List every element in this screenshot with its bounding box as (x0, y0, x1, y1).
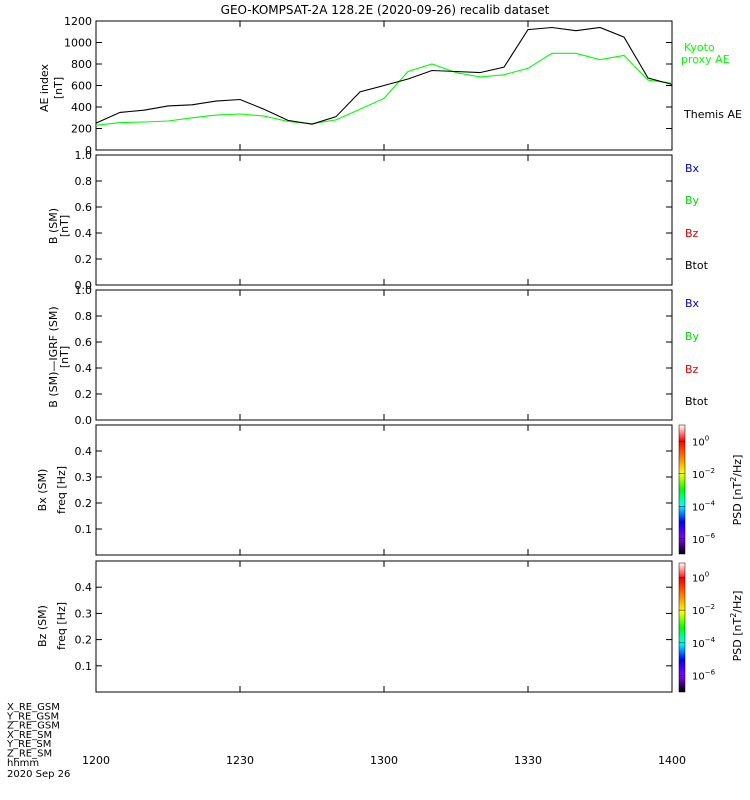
b-igrf-y-ticks: 0.0 0.2 0.4 0.6 0.8 1.0 (75, 284, 672, 427)
bz-plot-frame (95, 560, 673, 693)
y-tick-label: 1200 (64, 15, 92, 28)
y-tick-label: 0.0 (75, 414, 93, 427)
x-row-label: Z_RE_SM (7, 749, 52, 760)
legend-kyoto-line2: proxy AE (681, 53, 730, 66)
legend-b-bz: Bz (685, 227, 699, 240)
x-row-label: Y_RE_GSM (6, 711, 59, 722)
bz-y-label: Bz (SM) (36, 605, 49, 647)
bx-y-label: Bx (SM) (36, 469, 49, 512)
y-tick-label: 0.4 (75, 445, 93, 458)
bz-spectrogram-panel: 0.10.20.30.4 Bz (SM) freq [Hz] 10010−210… (36, 560, 744, 693)
x-date-label: 2020 Sep 26 (7, 769, 70, 780)
b-igrf-plot-frame (95, 289, 673, 421)
b-y-label: B (SM) (47, 208, 60, 244)
bz-colorbar (678, 562, 686, 693)
legend-b-btot: Btot (685, 259, 709, 272)
colorbar-tick-label: 10−4 (692, 499, 716, 513)
x-extra-row-labels: X_RE_GSMY_RE_GSMZ_RE_GSMX_RE_SMY_RE_SMZ_… (6, 702, 60, 760)
x-row-label: Z_RE_GSM (7, 721, 60, 732)
y-tick-label: 0.4 (75, 362, 93, 375)
bx-y-ticks: 0.1 0.2 0.3 0.4 (75, 445, 672, 536)
bx-colorbar-label: PSD [nT2/Hz] (729, 455, 744, 526)
x-tick-label: 1400 (658, 754, 686, 767)
legend-themis: Themis AE (683, 108, 742, 121)
y-tick-label: 0 (85, 144, 92, 157)
y-tick-label: 600 (71, 80, 92, 93)
colorbar-tick-label: 10−2 (692, 603, 715, 617)
figure-title: GEO-KOMPSAT-2A 128.2E (2020-09-26) recal… (221, 3, 550, 17)
y-tick-label: 0.1 (75, 523, 93, 536)
y-tick-label: 0.6 (75, 336, 93, 349)
bz-y-label-freq: freq [Hz] (55, 602, 68, 650)
bx-spectrogram-panel: 0.10.20.30.4 Bx (SM) freq [Hz] 10010−210… (36, 424, 744, 556)
colorbar-tick-label: 10−4 (692, 636, 716, 650)
y-tick-label: 0.3 (75, 607, 93, 620)
y-tick-label: 200 (71, 123, 92, 136)
legend-b-bx: Bx (685, 162, 700, 175)
colorbar-tick-label: 100 (692, 434, 709, 448)
legend-b-by: By (685, 194, 700, 207)
y-tick-label: 400 (71, 101, 92, 114)
kyoto-proxy-ae-line (95, 52, 673, 126)
colorbar-tick-label: 100 (692, 570, 709, 584)
y-tick-label: 800 (71, 58, 92, 71)
x-axis: 1200 1230 1300 1330 1400 X_RE_GSMY_RE_GSMZ_R… (6, 21, 686, 780)
b-igrf-panel: 0.0 0.2 0.4 0.6 0.8 1.0 B (SM)—IGRF (SM) [nT]… (47, 284, 709, 427)
y-tick-label: 0.1 (75, 660, 93, 673)
b-plot-frame (95, 154, 673, 286)
b-igrf-y-label: B (SM)—IGRF (SM) (47, 306, 60, 407)
y-tick-label: 0.2 (75, 497, 93, 510)
x-row-label: X_RE_GSM (7, 702, 60, 713)
y-tick-label: 0.4 (75, 581, 93, 594)
x-tick-labels: 1200 1230 1300 1330 1400 (82, 21, 686, 767)
b-sm-panel: 0.00.20.40.60.81.0 B (SM) [nT] Bx By Bz … (47, 149, 709, 292)
bz-colorbar-label: PSD [nT2/Hz] (729, 591, 744, 662)
b-y-ticks: 0.0 0.2 0.4 0.6 0.8 1.0 (75, 149, 672, 292)
bz-colorbar-ticks: 100 10−2 10−4 10−6 (679, 570, 716, 683)
y-tick-label: 0.0 (75, 279, 93, 292)
y-tick-label: 1000 (64, 37, 92, 50)
ae-series-lines (95, 26, 673, 126)
y-tick-label: 0.4 (75, 227, 93, 240)
ae-y-label: AE index (38, 63, 51, 112)
ae-index-panel: 0 200 400 600 800 1000 1200 AE index [nT] Kyot… (38, 15, 742, 157)
y-tick-label: 0.8 (75, 175, 93, 188)
y-tick-label: 0.3 (75, 471, 93, 484)
ae-y-unit: [nT] (52, 77, 65, 99)
legend-bigrf-btot: Btot (685, 395, 709, 408)
x-tick-label: 1330 (514, 754, 542, 767)
colorbar-tick-label: 10−6 (692, 669, 716, 683)
y-tick-label: 1.0 (75, 284, 93, 297)
y-tick-label: 1.0 (75, 149, 93, 162)
ae-y-ticks: 0 200 400 600 800 1000 1200 (64, 15, 672, 157)
b-igrf-y-unit: [nT] (58, 346, 71, 368)
bx-colorbar-ticks: 100 10−2 10−4 10−6 (679, 434, 716, 546)
bx-colorbar (678, 424, 686, 555)
x-format-label: hhmm (7, 758, 39, 769)
y-tick-label: 0.8 (75, 310, 93, 323)
legend-bigrf-by: By (685, 330, 700, 343)
x-row-label: Y_RE_SM (6, 739, 51, 750)
bz-y-ticks: 0.1 0.2 0.3 0.4 (75, 581, 672, 673)
y-tick-label: 0.2 (75, 634, 93, 647)
x-tick-label: 1300 (370, 754, 398, 767)
x-tick-label: 1230 (226, 754, 254, 767)
themis-ae-line (95, 26, 673, 125)
b-y-unit: [nT] (58, 215, 71, 237)
bx-plot-frame (95, 424, 673, 556)
x-row-label: X_RE_SM (7, 730, 52, 741)
y-tick-label: 0.2 (75, 253, 93, 266)
x-tick-label: 1200 (82, 754, 110, 767)
y-tick-label: 0.2 (75, 388, 93, 401)
colorbar-tick-label: 10−2 (692, 467, 715, 481)
y-tick-label: 0.6 (75, 201, 93, 214)
legend-bigrf-bx: Bx (685, 297, 700, 310)
legend-bigrf-bz: Bz (685, 363, 699, 376)
colorbar-tick-label: 10−6 (692, 532, 716, 546)
bx-y-label-freq: freq [Hz] (55, 466, 68, 514)
legend-kyoto-line1: Kyoto (684, 41, 715, 54)
